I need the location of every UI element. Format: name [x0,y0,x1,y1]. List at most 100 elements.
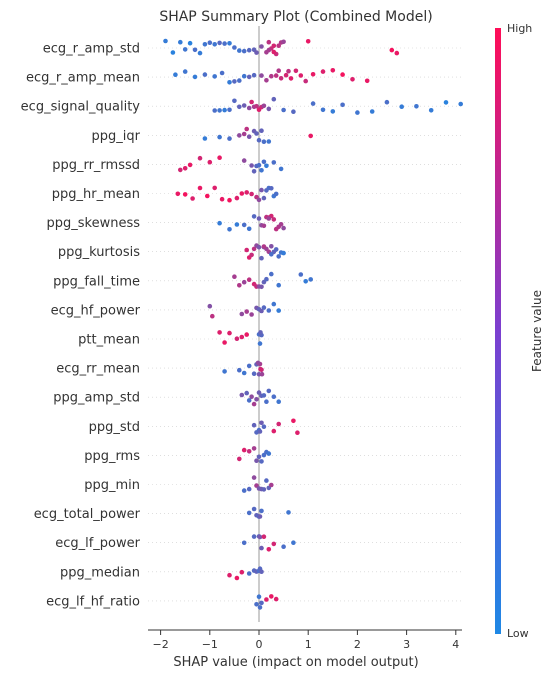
data-point [173,72,178,77]
data-point [259,187,264,193]
feature-label: ppg_min [84,478,140,493]
data-point [264,78,269,83]
feature-label: ecg_rr_mean [56,362,140,377]
data-point [175,191,181,197]
data-point [394,50,400,56]
data-point [264,276,269,282]
data-point [271,96,277,102]
x-axis-label: SHAP value (impact on model output) [173,655,418,670]
feature-label: ecg_total_power [34,507,141,522]
data-point [237,48,242,53]
data-point [276,254,282,259]
data-point [246,363,252,369]
data-point [249,163,254,168]
feature-label: ppg_kurtosis [58,245,140,260]
data-point [241,222,247,228]
data-point [246,486,252,492]
data-point [281,544,286,549]
data-point [259,420,264,426]
data-point [170,50,176,55]
data-point [340,72,345,77]
data-point [271,49,277,55]
data-point [237,104,242,110]
data-point [246,74,252,80]
data-point [259,508,264,514]
data-point [257,514,263,519]
data-point [264,597,269,602]
data-point [256,454,262,460]
data-point [281,225,286,231]
data-point [298,272,304,277]
data-point [257,605,263,610]
data-point [187,40,193,46]
feature-label: ptt_mean [78,333,140,348]
data-point [254,458,259,464]
chart-title: SHAP Summary Plot (Combined Model) [159,9,432,25]
feature-label: ppg_iqr [92,129,141,144]
data-point [266,139,272,144]
data-point [276,399,282,405]
data-point [222,41,227,46]
data-point [428,108,434,113]
data-point [283,72,289,78]
data-point [239,191,245,196]
data-point [197,155,203,161]
data-point [257,341,263,346]
data-point [303,78,309,84]
data-point [217,108,222,113]
data-point [273,596,279,602]
data-point [303,279,309,284]
data-point [202,42,208,47]
feature-label: ppg_hr_mean [52,187,140,202]
data-point [246,277,252,283]
data-point [256,162,262,168]
x-tick-label: 2 [354,638,361,651]
data-point [246,398,252,403]
data-point [255,360,261,366]
data-point [271,394,277,400]
colorbar-high-label: High [507,22,532,35]
data-point [281,39,286,45]
data-point [291,109,296,114]
data-point [241,488,247,493]
data-point [443,100,449,105]
data-point [254,602,259,607]
data-point [261,424,267,430]
data-point [414,104,419,109]
data-point [241,73,247,79]
data-point [217,40,222,46]
data-point [298,73,304,78]
data-point [246,510,252,516]
data-point [212,185,217,191]
data-point [261,305,267,310]
data-point [273,191,279,197]
data-point [254,397,259,402]
data-point [234,575,240,581]
feature-label: ecg_lf_hf_ratio [46,594,140,609]
feature-label: ppg_amp_std [53,391,140,406]
data-point [241,131,247,137]
data-point [254,131,259,136]
data-point [259,308,264,314]
data-point [237,367,242,373]
data-point [251,506,257,512]
data-point [251,446,257,451]
feature-label: ecg_r_amp_std [43,42,140,57]
data-point [259,44,264,49]
data-point [261,159,267,165]
data-point [251,246,257,252]
data-point [239,311,245,317]
data-point [246,571,252,576]
data-point [251,534,257,539]
data-point [261,487,267,492]
feature-label: ppg_median [60,565,140,580]
data-point [232,274,237,280]
data-point [288,76,294,81]
data-point [286,510,291,515]
data-point [259,600,264,606]
data-point [256,216,262,221]
data-point [261,393,267,398]
data-point [246,47,252,53]
data-point [227,80,232,85]
data-point [251,169,257,174]
